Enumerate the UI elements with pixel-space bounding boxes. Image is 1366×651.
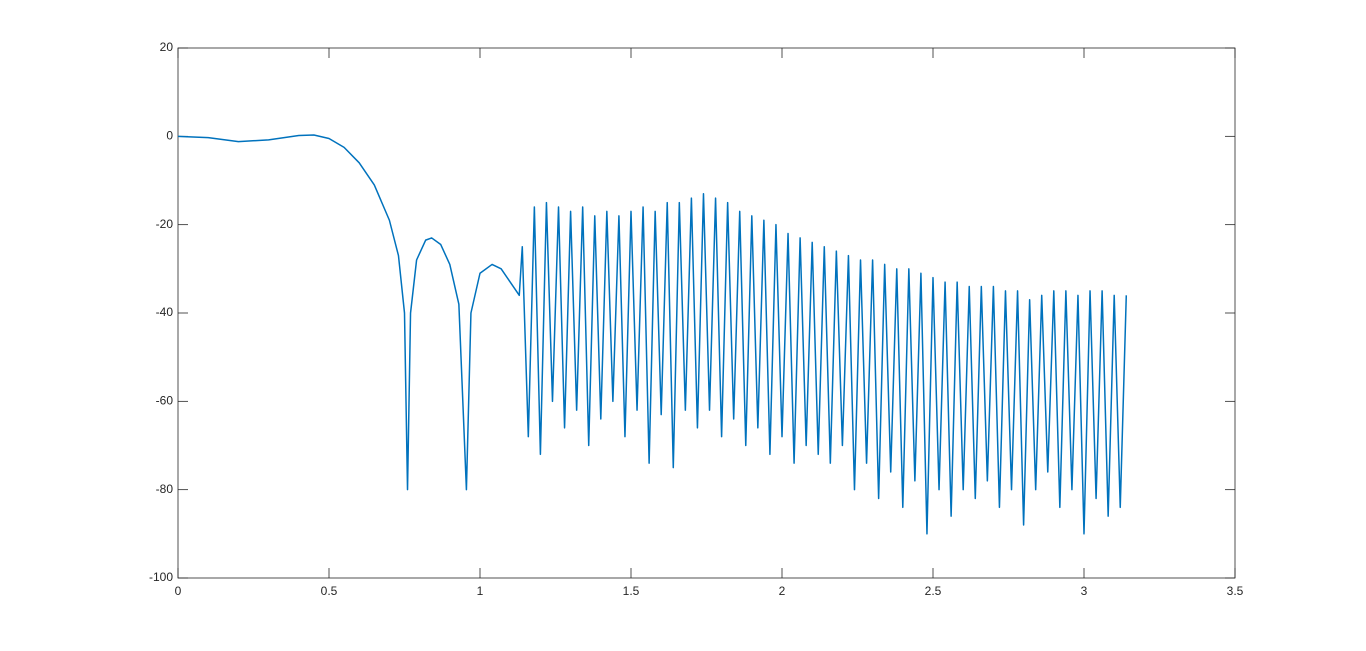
x-tick-label: 2.5 — [925, 584, 942, 598]
y-tick-label: -40 — [156, 305, 174, 319]
y-tick-label: -60 — [156, 394, 174, 408]
y-tick-label: -80 — [156, 482, 174, 496]
x-tick-label: 3 — [1081, 584, 1088, 598]
x-tick-label: 2 — [779, 584, 786, 598]
x-tick-label: 0 — [175, 584, 182, 598]
x-tick-label: 3.5 — [1227, 584, 1244, 598]
y-tick-label: 20 — [160, 40, 174, 54]
x-tick-label: 1.5 — [623, 584, 640, 598]
y-tick-label: -100 — [149, 570, 173, 584]
y-tick-label: 0 — [166, 129, 173, 143]
x-tick-label: 1 — [477, 584, 484, 598]
data-line — [177, 134, 1128, 535]
x-tick-label: 0.5 — [321, 584, 338, 598]
y-tick-label: -20 — [156, 217, 174, 231]
